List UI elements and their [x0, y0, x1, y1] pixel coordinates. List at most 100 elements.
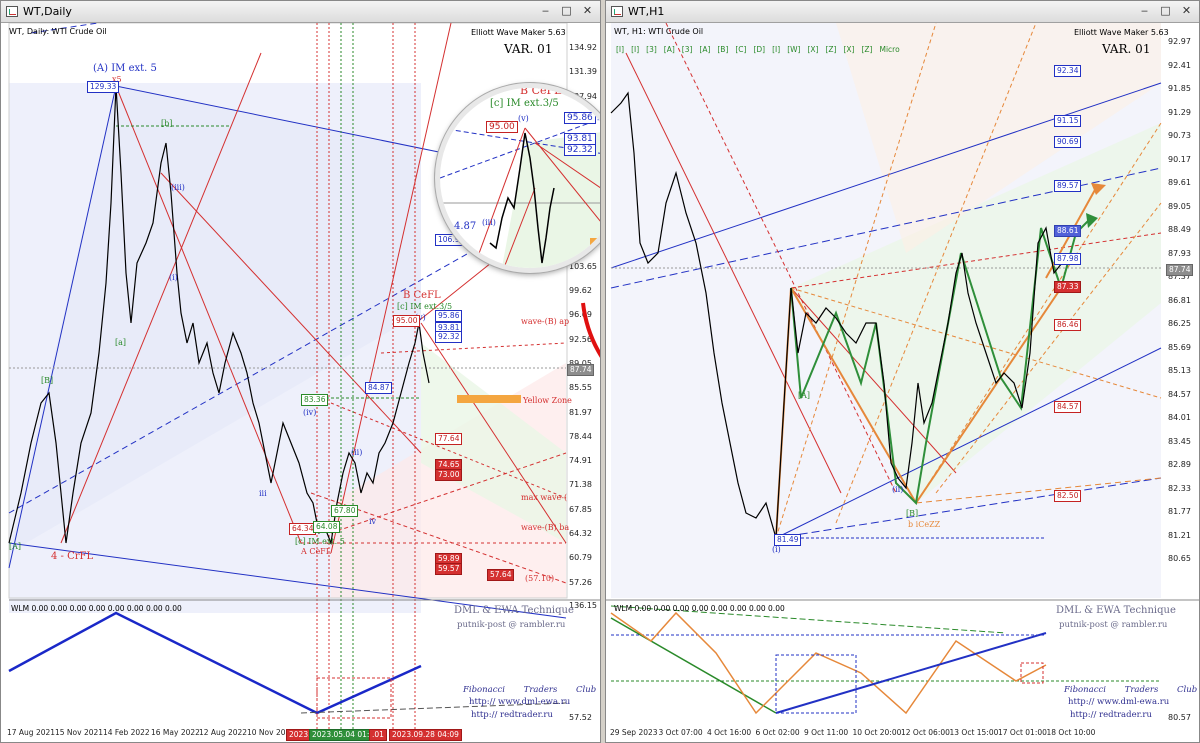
wave-degree-button[interactable]: [A] — [699, 45, 711, 54]
price-scale-label: 71.38 — [569, 480, 592, 490]
price-scale-label: 89.05 — [566, 359, 600, 368]
time-scale-label: 29 Sep 2023 — [610, 728, 658, 737]
price-scale-label: 92.41 — [1168, 60, 1191, 70]
wave-degree-bar[interactable]: [I] [I] [3] [A] [3] [A] [B] [C] [D] [I] [W] [X] [Z] [… — [616, 45, 900, 54]
maximize-button[interactable]: □ — [561, 4, 572, 17]
wave-label-a-top: (A) IM ext. 5 — [93, 63, 157, 74]
zoom-subtitle: [c] IM ext.3/5 — [490, 98, 559, 109]
wave-degree-button[interactable]: [B] — [717, 45, 729, 54]
time-scale-label: 16 May 2022 — [151, 728, 200, 737]
wave-degree-button[interactable]: [A] — [663, 45, 675, 54]
wave-degree-button[interactable]: [I] — [631, 45, 640, 54]
tag-86-46: 86.46 — [1054, 319, 1082, 331]
tag-59-57: 59.57 — [435, 563, 463, 575]
wave-label-a-cefl: A CeFL — [301, 547, 332, 556]
wave-label-ii: (ii) — [351, 448, 363, 457]
wave-degree-button[interactable]: [Z] — [861, 45, 873, 54]
wave-degree-button[interactable]: [D] — [753, 45, 766, 54]
zoom-tag-95-86: 95.86 — [564, 112, 596, 124]
zoom-tag-95-00: 95.00 — [486, 121, 518, 133]
wave-degree-button[interactable]: [W] — [787, 45, 801, 54]
price-scale-label: 86.81 — [1168, 295, 1191, 305]
time-scale-label: 12 Aug 2022 — [199, 728, 248, 737]
tag-92-32: 92.32 — [435, 331, 463, 343]
wave-degree-button[interactable]: [Z] — [825, 45, 837, 54]
tag-64-08: 64.08 — [313, 521, 341, 533]
price-scale-label: 87.93 — [1168, 248, 1191, 258]
zoom-wave-iii: (iii) — [482, 218, 496, 227]
wave-degree-button[interactable]: Micro — [879, 45, 900, 54]
tag-88-61: 88.61 — [1054, 225, 1082, 237]
wave-label-b-cezz: b iCeZZ — [908, 520, 941, 529]
wave-degree-button[interactable]: [I] — [616, 45, 625, 54]
time-scale-label: 10 Oct 20:00 — [852, 728, 902, 737]
tag-57-64: 57.64 — [487, 569, 515, 581]
daily-chart-window[interactable]: WT,Daily ‒ □ ✕ — [0, 0, 601, 743]
url-label-2: http:// redtrader.ru — [1070, 710, 1152, 720]
maximize-button[interactable]: □ — [1160, 4, 1171, 17]
wave-label-a-low: [A] — [798, 391, 811, 400]
daily-chart-drawing — [8, 23, 600, 742]
zoom-drawing — [440, 118, 600, 268]
minimize-button[interactable]: ‒ — [1141, 4, 1148, 17]
zoom-tag-92-32: 92.32 — [564, 144, 596, 156]
daily-chart-area[interactable]: WT, Daily: WTI Crude Oil Elliott Wave Ma… — [1, 23, 600, 742]
brand-label: DML & EWA Technique — [454, 605, 574, 616]
tag-77-64: 77.64 — [435, 433, 463, 445]
symbol-label: WT, Daily: WTI Crude Oil — [9, 27, 107, 36]
wave-label-i-low: (i) — [772, 545, 781, 554]
wave-label-small-iv: iv — [369, 517, 377, 526]
h1-chart-window[interactable]: WT,H1 ‒ □ ✕ — [605, 0, 1200, 743]
time-scale-label: 15 Nov 2021 — [55, 728, 104, 737]
wave-degree-button[interactable]: [3] — [646, 45, 657, 54]
osc-scale-bottom: 57.52 — [569, 713, 592, 722]
price-scale-label: 81.21 — [1168, 530, 1191, 540]
wave-label-iii: (iii) — [171, 183, 185, 192]
wave-label-iv: (iv) — [303, 408, 317, 417]
close-button[interactable]: ✕ — [582, 4, 593, 17]
wave-label-57: (57.10) — [525, 574, 555, 583]
wave-degree-button[interactable]: [X] — [843, 45, 855, 54]
daily-window-titlebar[interactable]: WT,Daily ‒ □ ✕ — [1, 1, 600, 23]
wave-degree-button[interactable]: [C] — [735, 45, 747, 54]
wlm-label: WLM 0.00 0.00 0.00 0.00 0.00 0.00 0.00 0… — [11, 604, 182, 613]
price-scale-label: 85.69 — [1168, 342, 1191, 352]
price-scale-label: 67.85 — [569, 504, 592, 514]
wave-degree-button[interactable]: [I] — [772, 45, 781, 54]
tag-84-87: 84.87 — [365, 382, 393, 394]
price-scale-label: 82.89 — [1168, 460, 1191, 469]
h1-window-titlebar[interactable]: WT,H1 ‒ □ ✕ — [606, 1, 1199, 23]
variant-label: VAR. 01 — [1102, 42, 1151, 56]
time-scale-label: 10 Nov 2022 — [247, 728, 296, 737]
wave-label-i: (i) — [169, 273, 178, 282]
club-label: Fibonacci Traders Club — [463, 685, 597, 695]
price-scale-label: 91.29 — [1168, 107, 1191, 117]
tag-92-34: 92.34 — [1054, 65, 1082, 77]
wave-label-a-sq: [a] — [115, 338, 127, 347]
h1-chart-drawing — [606, 23, 1199, 715]
tag-64-34: 64.34 — [289, 523, 317, 535]
wave-label-max-wave: max wave-( — [521, 493, 568, 502]
time-scale-label: 9 Oct 11:00 — [804, 728, 849, 737]
time-scale-label: 4 Oct 16:00 — [707, 728, 752, 737]
wave-label-c-im-low: [c] IM ext. 5 — [295, 537, 345, 546]
time-scale-label: 17 Aug 2021 — [7, 728, 56, 737]
url-label-1: http:// www.dml-ewa.ru — [469, 697, 571, 707]
h1-chart-area[interactable]: WT, H1: WTI Crude Oil Elliott Wave Maker… — [606, 23, 1199, 742]
osc-scale-bottom: 80.57 — [1168, 713, 1191, 722]
osc-scale-top: 136.15 — [569, 601, 597, 610]
minimize-button[interactable]: ‒ — [542, 4, 549, 17]
h1-window-title: WT,H1 — [628, 5, 665, 18]
price-scale-label: 57.26 — [569, 577, 592, 587]
tag-95-00: 95.00 — [393, 315, 421, 327]
wave-degree-button[interactable]: [X] — [807, 45, 819, 54]
price-scale-label: 134.92 — [569, 43, 597, 52]
price-scale-label: 99.62 — [569, 286, 592, 295]
close-button[interactable]: ✕ — [1181, 4, 1192, 17]
price-scale-label: 89.05 — [1168, 201, 1191, 211]
price-scale-label: 90.17 — [1168, 154, 1191, 164]
price-scale-label: 81.97 — [569, 407, 592, 417]
price-scale-label: 92.56 — [569, 334, 592, 344]
wave-degree-button[interactable]: [3] — [681, 45, 693, 54]
brand-label: DML & EWA Technique — [1056, 605, 1176, 616]
